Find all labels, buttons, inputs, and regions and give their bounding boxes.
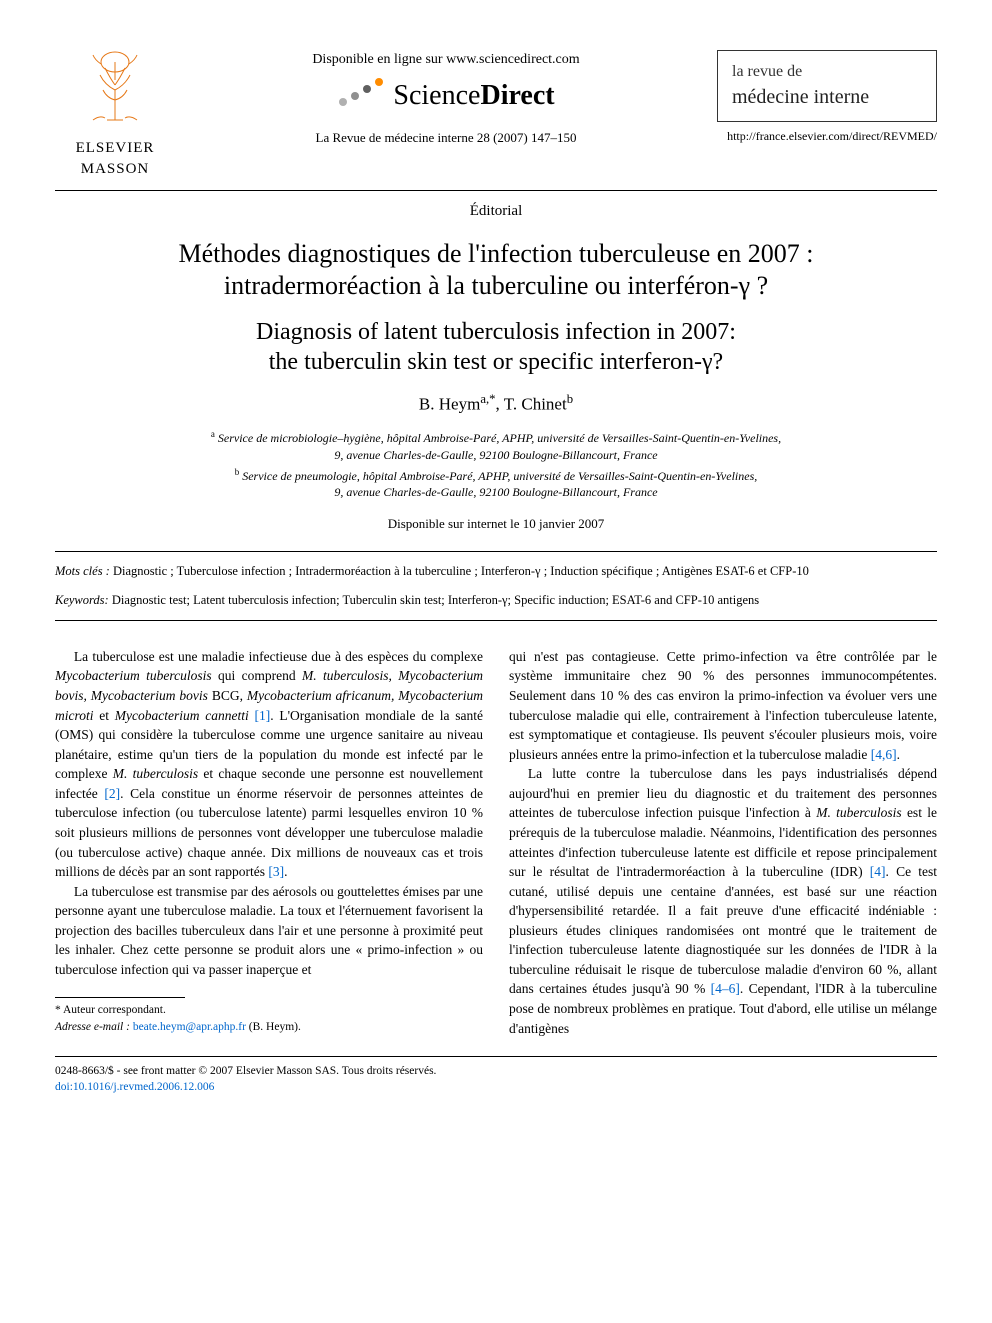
- footer-rule: [55, 1056, 937, 1057]
- body-para-2: La tuberculose est transmise par des aér…: [55, 882, 483, 980]
- keywords-fr: Mots clés : Diagnostic ; Tuberculose inf…: [55, 562, 937, 581]
- author-2-marks: b: [567, 392, 573, 406]
- author-2: T. Chinet: [504, 394, 567, 413]
- article-body: La tuberculose est une maladie infectieu…: [55, 647, 937, 1038]
- center-header-block: Disponible en ligne sur www.sciencedirec…: [175, 50, 717, 147]
- rule-below-keywords: [55, 620, 937, 621]
- sciencedirect-text: ScienceDirect: [393, 76, 554, 115]
- journal-box-wrapper: la revue de médecine interne http://fran…: [717, 50, 937, 145]
- keywords-en: Keywords: Diagnostic test; Latent tuberc…: [55, 591, 937, 610]
- footnote-email-label: Adresse e-mail :: [55, 1021, 130, 1033]
- footnote-email-link[interactable]: beate.heym@apr.aphp.fr: [133, 1021, 246, 1033]
- author-1: B. Heym: [419, 394, 480, 413]
- journal-title-line1: la revue de: [732, 61, 922, 83]
- sciencedirect-dots-icon: [337, 76, 385, 115]
- keywords-en-label: Keywords:: [55, 593, 109, 607]
- doi-link[interactable]: doi:10.1016/j.revmed.2006.12.006: [55, 1079, 937, 1095]
- keywords-fr-label: Mots clés :: [55, 564, 110, 578]
- footnote-separator: [55, 997, 185, 998]
- ref-link-4-6b[interactable]: [4–6]: [711, 981, 740, 996]
- publisher-block: ELSEVIER MASSON: [55, 50, 175, 180]
- sciencedirect-logo: ScienceDirect: [185, 76, 707, 115]
- ref-link-4-6a[interactable]: [4,6]: [871, 747, 897, 762]
- publication-date: Disponible sur internet le 10 janvier 20…: [55, 515, 937, 533]
- online-availability: Disponible en ligne sur www.sciencedirec…: [185, 50, 707, 70]
- body-para-1: La tuberculose est une maladie infectieu…: [55, 647, 483, 882]
- copyright-line: 0248-8663/$ - see front matter © 2007 El…: [55, 1063, 937, 1079]
- authors-line: B. Heyma,*, T. Chinetb: [55, 391, 937, 416]
- journal-title-box: la revue de médecine interne: [717, 50, 937, 122]
- article-title-fr: Méthodes diagnostiques de l'infection tu…: [55, 238, 937, 303]
- header-row: ELSEVIER MASSON Disponible en ligne sur …: [55, 50, 937, 180]
- affiliation-a: a Service de microbiologie–hygiène, hôpi…: [55, 428, 937, 464]
- ref-link-2[interactable]: [2]: [104, 786, 120, 801]
- author-1-marks: a,*: [480, 392, 495, 406]
- affiliation-b: b Service de pneumologie, hôpital Ambroi…: [55, 466, 937, 502]
- ref-link-1[interactable]: [1]: [254, 708, 270, 723]
- ref-link-4[interactable]: [4]: [870, 864, 886, 879]
- journal-citation: La Revue de médecine interne 28 (2007) 1…: [185, 129, 707, 147]
- journal-title-line2: médecine interne: [732, 83, 922, 111]
- rule-above-keywords: [55, 551, 937, 552]
- header-rule: [55, 190, 937, 191]
- elsevier-tree-icon: [85, 50, 145, 125]
- article-type: Éditorial: [55, 201, 937, 222]
- body-para-3: qui n'est pas contagieuse. Cette primo-i…: [509, 647, 937, 764]
- journal-url: http://france.elsevier.com/direct/REVMED…: [717, 128, 937, 145]
- article-title-en: Diagnosis of latent tuberculosis infecti…: [55, 317, 937, 377]
- publisher-name: ELSEVIER MASSON: [55, 138, 175, 180]
- ref-link-3[interactable]: [3]: [268, 864, 284, 879]
- body-para-4: La lutte contre la tuberculose dans les …: [509, 764, 937, 1038]
- footnote-email-line: Adresse e-mail : beate.heym@apr.aphp.fr …: [55, 1019, 483, 1035]
- footnote-corresponding: * Auteur correspondant.: [55, 1002, 483, 1018]
